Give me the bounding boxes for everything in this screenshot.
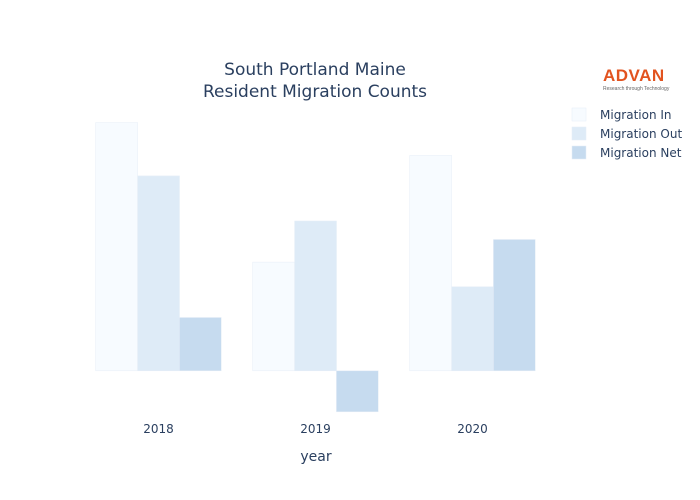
bar-migration-in-2020[interactable] [409, 155, 452, 372]
bar-migration-net-2019[interactable] [336, 370, 379, 413]
bar-migration-net-2020[interactable] [493, 239, 536, 372]
x-tick-label-2020: 2020 [457, 422, 488, 436]
x-tick-label-2018: 2018 [143, 422, 174, 436]
bar-migration-out-2018[interactable] [137, 175, 180, 372]
chart-title-line-1: South Portland Maine [224, 60, 406, 80]
legend-swatch [571, 145, 587, 160]
bar-migration-in-2019[interactable] [252, 261, 295, 372]
x-tick-label-2019: 2019 [300, 422, 331, 436]
bars-group [95, 122, 536, 413]
bar-migration-out-2020[interactable] [451, 286, 494, 372]
chart-title: South Portland Maine Resident Migration … [203, 60, 427, 102]
legend-label: Migration In [600, 108, 672, 122]
legend-item-migration-net[interactable]: Migration Net [571, 145, 682, 160]
bar-migration-out-2019[interactable] [294, 220, 337, 372]
legend-label: Migration Net [600, 146, 682, 160]
bar-migration-in-2018[interactable] [95, 122, 138, 372]
legend-item-migration-in[interactable]: Migration In [571, 107, 672, 122]
legend-item-migration-out[interactable]: Migration Out [571, 126, 682, 141]
advan-logo: ADVAN [603, 66, 665, 85]
bar-migration-net-2018[interactable] [179, 317, 222, 372]
chart-title-line-2: Resident Migration Counts [203, 82, 427, 102]
legend-swatch [571, 107, 587, 122]
legend-swatch [571, 126, 587, 141]
x-tick-labels: 2018 2019 2020 [143, 422, 488, 436]
x-axis-title: year [300, 449, 331, 465]
legend-label: Migration Out [600, 127, 682, 141]
advan-logo-tagline: Research through Technology [603, 86, 670, 92]
legend[interactable]: Migration In Migration Out Migration Net [571, 107, 682, 160]
